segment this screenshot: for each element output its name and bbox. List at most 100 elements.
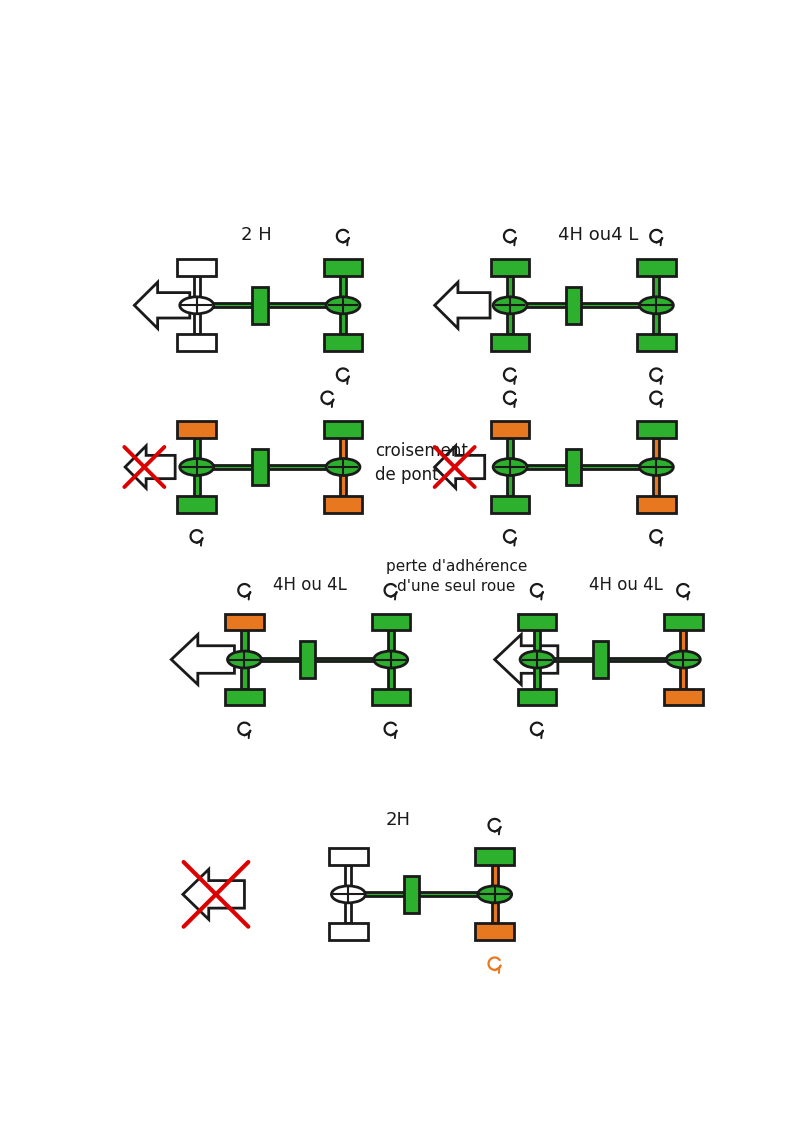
Bar xyxy=(654,277,659,300)
Bar xyxy=(178,497,216,513)
Bar xyxy=(637,335,676,351)
Bar xyxy=(268,303,333,308)
Bar xyxy=(329,924,368,941)
Bar xyxy=(637,260,676,277)
Bar xyxy=(226,614,264,631)
Bar xyxy=(388,631,394,654)
Bar xyxy=(178,335,216,351)
Bar xyxy=(507,311,513,335)
Bar xyxy=(252,449,268,485)
Bar xyxy=(475,849,514,866)
Bar xyxy=(178,260,216,277)
Bar xyxy=(534,665,540,689)
Bar xyxy=(664,614,702,631)
Bar xyxy=(268,465,333,469)
Ellipse shape xyxy=(493,297,527,313)
Polygon shape xyxy=(134,282,190,328)
Bar xyxy=(340,311,346,335)
Ellipse shape xyxy=(639,297,674,313)
Bar xyxy=(300,641,315,678)
Bar xyxy=(340,439,346,461)
Polygon shape xyxy=(183,869,245,919)
Bar xyxy=(566,449,581,485)
Bar xyxy=(346,866,351,888)
Ellipse shape xyxy=(180,297,214,313)
Ellipse shape xyxy=(326,459,360,475)
Bar xyxy=(492,866,498,888)
Bar xyxy=(507,277,513,300)
Polygon shape xyxy=(434,445,485,489)
Bar xyxy=(581,303,646,308)
Bar xyxy=(491,335,530,351)
Bar xyxy=(680,631,686,654)
Bar xyxy=(654,439,659,461)
Bar xyxy=(654,473,659,497)
Bar xyxy=(518,614,556,631)
Bar xyxy=(581,465,646,469)
Ellipse shape xyxy=(374,652,408,667)
Bar xyxy=(371,614,410,631)
Bar xyxy=(520,303,566,308)
Ellipse shape xyxy=(493,459,527,475)
Bar xyxy=(492,900,498,924)
Ellipse shape xyxy=(639,459,674,475)
Bar xyxy=(566,287,581,323)
Bar xyxy=(324,497,362,513)
Bar xyxy=(419,893,485,896)
Bar xyxy=(194,277,200,300)
Bar xyxy=(358,893,404,896)
Bar xyxy=(242,665,247,689)
Ellipse shape xyxy=(520,652,554,667)
Bar xyxy=(207,303,252,308)
Text: perte d'adhérence
d'une seul roue: perte d'adhérence d'une seul roue xyxy=(386,558,527,595)
Ellipse shape xyxy=(331,886,366,903)
Bar xyxy=(371,689,410,705)
Bar xyxy=(324,260,362,277)
Bar xyxy=(404,876,419,912)
Bar xyxy=(518,689,556,705)
Bar xyxy=(329,849,368,866)
Text: 2H: 2H xyxy=(386,811,411,829)
Bar xyxy=(340,473,346,497)
Polygon shape xyxy=(171,634,234,685)
Text: 4H ou 4L: 4H ou 4L xyxy=(589,576,662,595)
Bar xyxy=(315,657,381,662)
Bar xyxy=(507,439,513,461)
Bar xyxy=(324,335,362,351)
Text: 4H ou4 L: 4H ou4 L xyxy=(558,226,639,244)
Text: 4H ou 4L: 4H ou 4L xyxy=(273,576,347,595)
Bar xyxy=(491,421,530,439)
Bar xyxy=(475,924,514,941)
Bar xyxy=(194,311,200,335)
Polygon shape xyxy=(494,634,558,685)
Bar xyxy=(664,689,702,705)
Bar xyxy=(491,497,530,513)
Bar xyxy=(507,473,513,497)
Bar xyxy=(637,421,676,439)
Bar xyxy=(491,260,530,277)
Ellipse shape xyxy=(326,297,360,313)
Polygon shape xyxy=(125,445,175,489)
Bar xyxy=(637,497,676,513)
Bar xyxy=(324,421,362,439)
Bar xyxy=(207,465,252,469)
Bar xyxy=(254,657,300,662)
Bar xyxy=(340,277,346,300)
Bar xyxy=(346,900,351,924)
Bar xyxy=(194,439,200,461)
Bar xyxy=(194,473,200,497)
Polygon shape xyxy=(434,282,490,328)
Ellipse shape xyxy=(666,652,700,667)
Bar xyxy=(547,657,593,662)
Text: croisement
de pont: croisement de pont xyxy=(375,442,468,484)
Bar xyxy=(680,665,686,689)
Text: 2 H: 2 H xyxy=(241,226,271,244)
Bar xyxy=(252,287,268,323)
Ellipse shape xyxy=(180,459,214,475)
Bar xyxy=(388,665,394,689)
Ellipse shape xyxy=(227,652,262,667)
Bar xyxy=(520,465,566,469)
Ellipse shape xyxy=(478,886,512,903)
Bar xyxy=(178,421,216,439)
Bar xyxy=(534,631,540,654)
